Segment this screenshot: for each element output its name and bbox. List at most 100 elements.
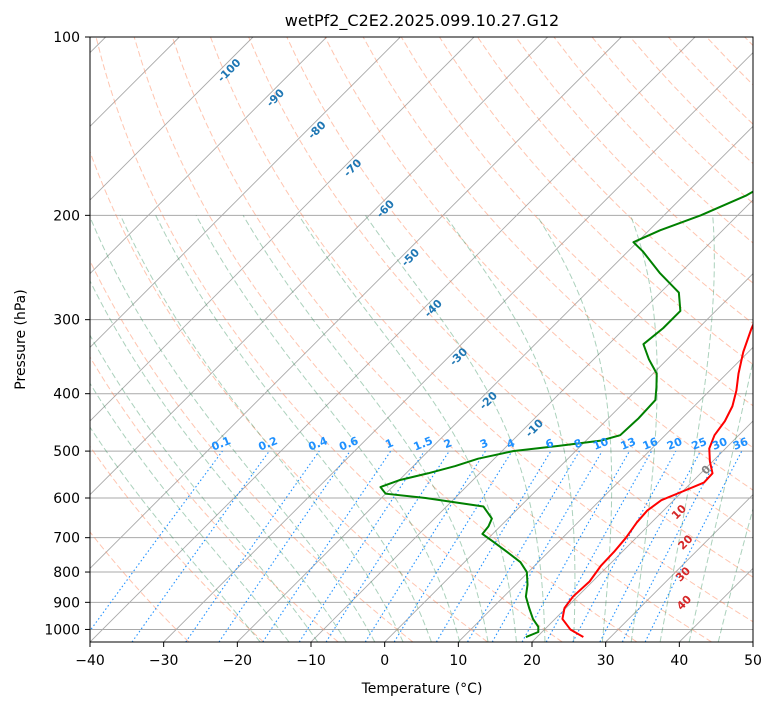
isotherm-gridlines xyxy=(90,37,753,642)
mixing-ratio-line xyxy=(262,450,392,642)
isotherm-line xyxy=(237,125,753,642)
isotherm-line xyxy=(90,37,254,201)
x-tick-label: −20 xyxy=(223,653,253,669)
y-axis: 100 200 300 400 500 600 700 800 900 1000 xyxy=(44,30,90,638)
x-tick-label: −40 xyxy=(75,653,105,669)
x-tick-label: 50 xyxy=(744,653,762,669)
dry-adiabat-line xyxy=(90,356,339,642)
isotherm-line xyxy=(605,494,753,642)
mixing-ratio-label: 2 xyxy=(442,436,454,451)
mixing-ratio-label: 20 xyxy=(665,435,684,453)
dry-adiabat-line xyxy=(248,37,753,578)
mixing-ratio-line xyxy=(545,450,653,642)
chart-title: wetPf2_C2E2.2025.099.10.27.G12 xyxy=(285,11,559,31)
dry-adiabats xyxy=(90,37,753,642)
mixing-ratio-line xyxy=(521,450,630,642)
dry-adiabat-line xyxy=(90,531,190,642)
dry-adiabat-line xyxy=(210,37,753,623)
isotherm-line xyxy=(90,37,548,496)
y-tick-label: 500 xyxy=(53,444,80,460)
mixing-ratio-line xyxy=(185,450,320,642)
y-tick-label: 1000 xyxy=(44,622,80,638)
y-tick-label: 900 xyxy=(53,595,80,611)
isotherm-line xyxy=(531,420,753,642)
dry-adiabat-line xyxy=(515,37,753,284)
mixing-ratio-label: 36 xyxy=(731,435,750,453)
isotherm-line xyxy=(90,37,696,642)
y-tick-label: 600 xyxy=(53,491,80,507)
moist-adiabat-line xyxy=(120,215,404,642)
mixing-ratio-label: 1 xyxy=(383,436,395,451)
isotherm-line xyxy=(310,199,753,642)
moist-adiabat-line xyxy=(90,215,376,642)
x-tick-label: 10 xyxy=(449,653,467,669)
mixing-ratio-label: 16 xyxy=(641,435,660,453)
y-tick-label: 800 xyxy=(53,565,80,581)
dry-adiabat-line xyxy=(90,150,488,642)
profile-lines xyxy=(379,190,753,638)
mixing-ratio-line xyxy=(325,450,450,642)
mixing-ratio-label: 13 xyxy=(619,435,638,453)
mixing-ratio-label: 3 xyxy=(478,436,490,451)
moist-adiabat-line xyxy=(90,334,319,642)
y-tick-label: 200 xyxy=(53,208,80,224)
moist-adiabat-line xyxy=(536,215,613,642)
moist-adiabat-line xyxy=(155,215,432,642)
moist-adiabat-line xyxy=(364,215,546,642)
dry-adiabat-line xyxy=(171,37,712,642)
mixing-ratio-line xyxy=(218,450,351,642)
x-axis: −40 −30 −20 −10 0 10 20 30 40 50 xyxy=(75,642,762,669)
y-tick-label: 100 xyxy=(53,30,80,46)
isotherm-line xyxy=(90,37,475,422)
dry-adiabat-line xyxy=(90,259,414,642)
y-axis-label: Pressure (hPa) xyxy=(13,289,29,389)
mixing-ratio-line xyxy=(644,450,743,642)
moist-adiabat-line xyxy=(90,426,261,642)
isotherm-line xyxy=(458,346,753,642)
moist-adiabat-line xyxy=(659,215,715,642)
x-tick-label: 0 xyxy=(380,653,389,669)
y-tick-label: 300 xyxy=(53,313,80,329)
mixing-ratio-label: 8 xyxy=(572,436,584,451)
isotherm-line xyxy=(90,37,401,348)
x-tick-label: 20 xyxy=(523,653,541,669)
temperature-profile-line xyxy=(561,322,753,638)
plot-frame xyxy=(89,36,754,643)
isotherm-line xyxy=(384,273,753,642)
moist-adiabat-line xyxy=(90,279,347,642)
mixing-ratio-label: 25 xyxy=(690,435,709,453)
moist-adiabat-line xyxy=(195,215,461,642)
dry-adiabat-line xyxy=(439,37,753,366)
mixing-ratio-line xyxy=(572,450,677,642)
moist-adiabat-line xyxy=(298,215,517,642)
y-tick-label: 400 xyxy=(53,387,80,403)
mixing-ratio-line xyxy=(393,450,513,642)
moist-adiabats xyxy=(90,215,753,642)
moist-adiabat-line xyxy=(242,215,489,642)
dry-adiabat-line xyxy=(95,37,563,642)
moist-adiabat-line xyxy=(688,358,753,642)
isotherm-line xyxy=(90,37,622,569)
moist-adiabat-line xyxy=(717,506,753,642)
dewpoint-profile-line xyxy=(379,190,753,638)
mixing-ratio-line xyxy=(90,450,223,632)
isotherm-line xyxy=(163,52,753,642)
y-tick-label: 700 xyxy=(53,531,80,547)
x-axis-label: Temperature (°C) xyxy=(361,681,483,697)
x-tick-label: −10 xyxy=(296,653,326,669)
dry-adiabat-line xyxy=(400,37,753,407)
x-tick-label: 40 xyxy=(670,653,688,669)
x-tick-label: 30 xyxy=(597,653,615,669)
mixing-ratio-line xyxy=(131,450,270,642)
mixing-ratio-label: 30 xyxy=(710,435,729,453)
dry-adiabat-line xyxy=(90,445,264,642)
isotherm-line xyxy=(90,37,327,275)
dry-adiabat-line xyxy=(133,37,638,642)
mixing-ratio-label: 10 xyxy=(591,435,610,453)
x-tick-label: −30 xyxy=(149,653,179,669)
moist-adiabat-line xyxy=(444,215,576,642)
moist-adiabat-line xyxy=(630,215,658,642)
dry-adiabat-line xyxy=(286,37,753,534)
